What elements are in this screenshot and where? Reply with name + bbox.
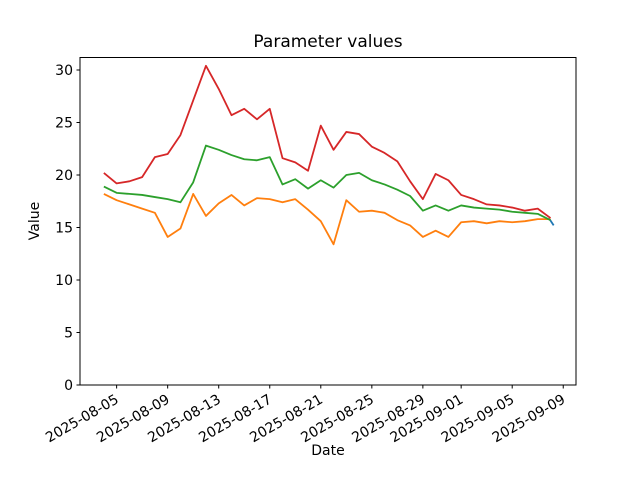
y-tick-label: 25 [55, 115, 73, 131]
y-tick-label: 20 [55, 168, 73, 184]
plot-border [79, 57, 577, 386]
y-tick-label: 5 [64, 325, 73, 341]
y-tick-label: 0 [64, 378, 73, 394]
series-orange-line [103, 192, 551, 246]
y-tick-label: 15 [55, 220, 73, 236]
y-axis-label: Value [27, 202, 43, 240]
series-red-line [103, 64, 552, 219]
y-tick-label: 10 [55, 273, 73, 289]
plot-area: 0510152025302025-08-052025-08-092025-08-… [43, 57, 577, 446]
chart-title: Parameter values [253, 32, 402, 52]
x-axis-label: Date [311, 443, 344, 459]
y-tick-label: 30 [55, 63, 73, 79]
series-green-line [103, 144, 551, 221]
